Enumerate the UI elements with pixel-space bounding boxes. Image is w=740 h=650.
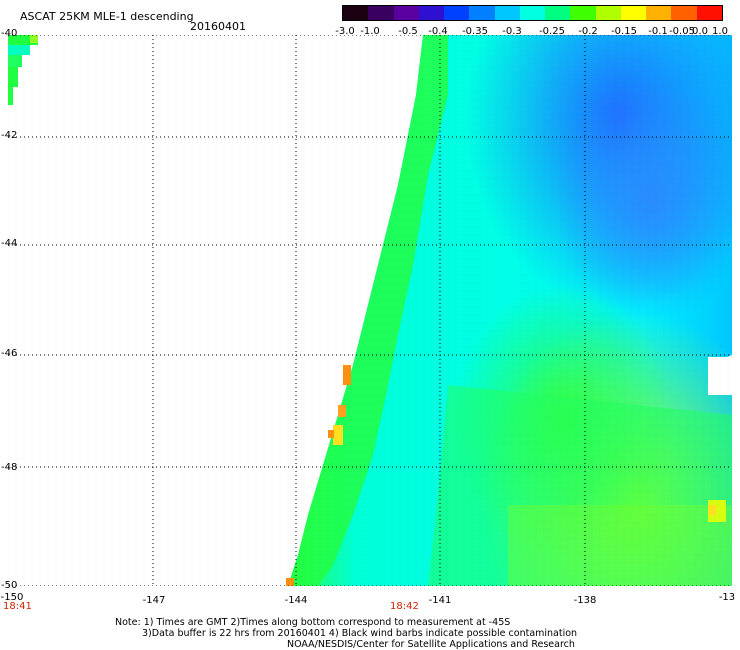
color-scale-segment [545,6,571,20]
color-scale-segment [469,6,495,20]
swath-fragment-top-left [8,35,38,105]
color-scale-segment [494,6,520,20]
scale-label: -0.25 [539,26,565,37]
color-scale-segment [696,6,722,20]
color-scale-segment [646,6,672,20]
scale-label: -0.35 [462,26,488,37]
color-scale-segment [620,6,647,20]
scale-label: -1.0 [360,26,380,37]
lon-label: -150 [0,592,24,603]
color-scale-segment [343,6,369,20]
graticule [8,35,732,586]
scale-label: -3.0 [335,26,355,37]
wind-field-map [8,35,732,586]
lat-label: -44 [1,238,18,249]
scale-label: -0.15 [611,26,637,37]
color-scale-segment [368,6,394,20]
note-line: NOAA/NESDIS/Center for Satellite Applica… [287,639,575,650]
color-scale-bar [342,5,723,21]
color-scale-segment [418,6,445,20]
note-line: 3)Data buffer is 22 hrs from 20160401 4)… [142,628,578,639]
scale-label: 0.0 [692,26,708,37]
scale-label: -0.2 [578,26,598,37]
color-scale-segment [570,6,596,20]
note-line: Note: 1) Times are GMT 2)Times along bot… [115,617,511,628]
lon-label: -141 [428,595,452,606]
scale-label: -0.5 [398,26,418,37]
lat-label: -48 [1,462,18,473]
scale-label: -0.05 [669,26,695,37]
scale-label: -0.4 [428,26,448,37]
pass-time: 18:42 [390,601,419,612]
lat-label: -50 [1,580,18,591]
color-scale-segment [671,6,697,20]
scale-label: -0.3 [502,26,522,37]
map-title: ASCAT 25KM MLE-1 descending [20,10,194,23]
color-scale-segment [444,6,470,20]
footnotes: Note: 1) Times are GMT 2)Times along bot… [115,617,577,650]
lat-label: -42 [1,130,18,141]
scale-label: -0.1 [648,26,668,37]
color-scale-segment [595,6,621,20]
scatterometer-swath [8,35,732,586]
lon-label: -144 [284,595,308,606]
color-scale-segment [519,6,546,20]
scale-label: 1.0 [712,26,728,37]
lon-label: -147 [142,595,166,606]
lon-label: -13 [718,592,736,603]
pass-time: 18:41 [3,601,32,612]
color-scale-labels: -3.0 -1.0 -0.5 -0.4 -0.35 -0.3 -0.25 -0.… [335,26,735,38]
lat-label: -46 [1,348,18,359]
lon-label: -138 [573,595,597,606]
lat-label: -40 [1,28,18,39]
color-scale-segment [393,6,419,20]
map-date: 20160401 [190,20,246,33]
